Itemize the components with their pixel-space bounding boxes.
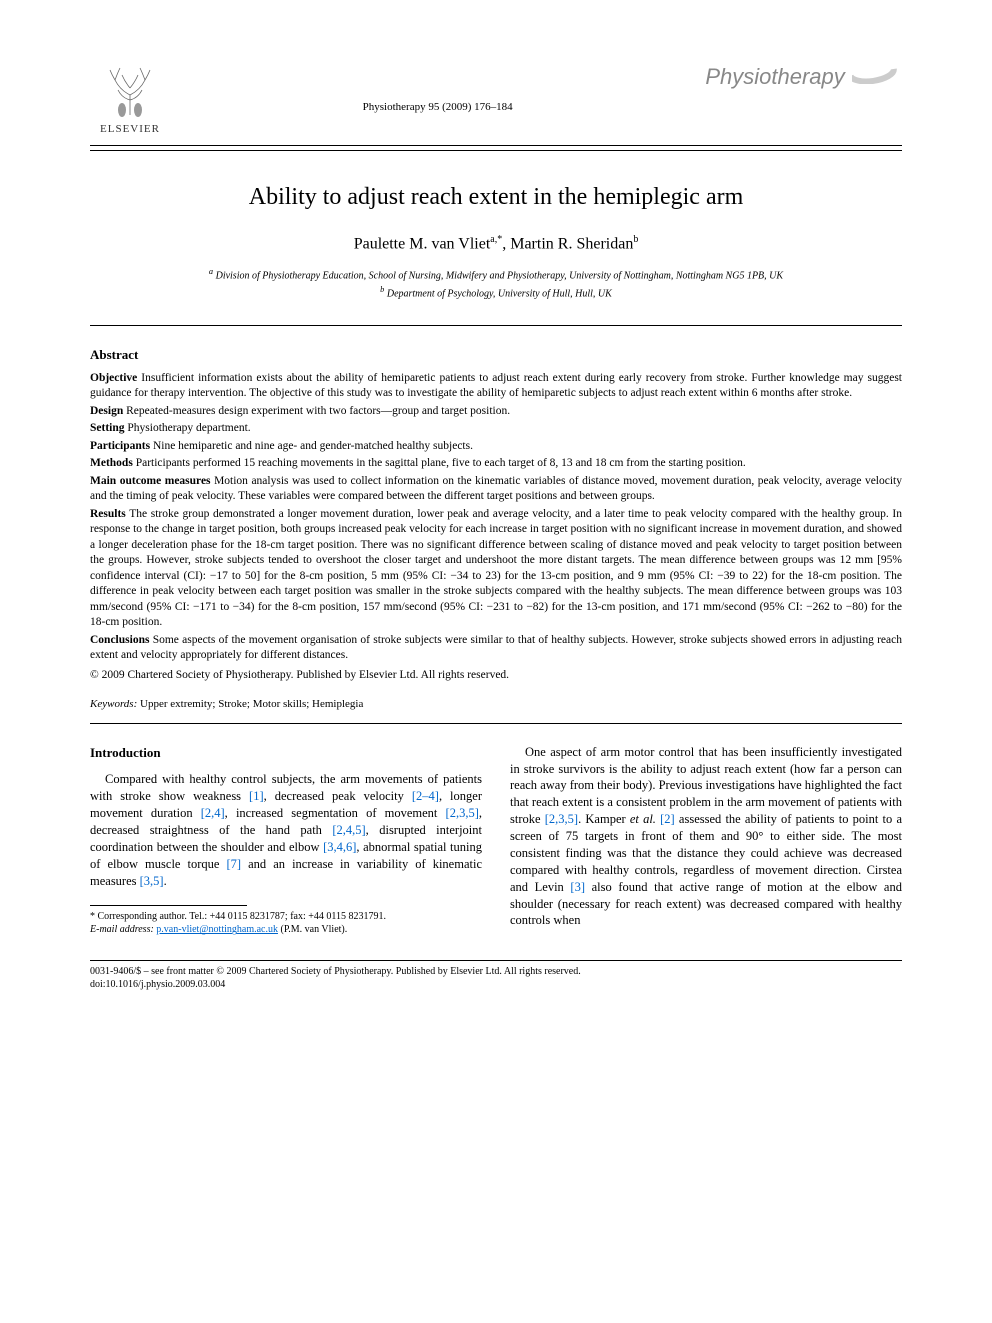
outcomes-text: Motion analysis was used to collect info… <box>90 475 902 503</box>
abstract-body: Objective Insufficient information exist… <box>90 371 902 684</box>
affiliation-b: b Department of Psychology, University o… <box>90 284 902 301</box>
affiliations: a Division of Physiotherapy Education, S… <box>90 266 902 302</box>
ref-link[interactable]: [2,3,5] <box>545 812 578 826</box>
results-text: The stroke group demonstrated a longer m… <box>90 508 902 629</box>
ref-link[interactable]: [2,4] <box>201 806 225 820</box>
design-text: Repeated-measures design experiment with… <box>123 405 510 417</box>
conclusions-text: Some aspects of the movement organisatio… <box>90 634 902 662</box>
header-rule-2 <box>90 150 902 151</box>
introduction-heading: Introduction <box>90 744 482 762</box>
ref-link[interactable]: [3,4,6] <box>323 840 356 854</box>
ref-link[interactable]: [2–4] <box>412 789 439 803</box>
publisher-name: ELSEVIER <box>100 122 160 137</box>
page-footer: 0031-9406/$ – see front matter © 2009 Ch… <box>90 960 902 991</box>
email-link[interactable]: p.van-vliet@nottingham.ac.uk <box>156 924 278 935</box>
elsevier-tree-icon <box>100 60 160 120</box>
corresponding-author-footnote: * Corresponding author. Tel.: +44 0115 8… <box>90 910 482 936</box>
objective-label: Objective <box>90 372 137 384</box>
intro-para-2: One aspect of arm motor control that has… <box>510 744 902 930</box>
abstract-heading: Abstract <box>90 346 902 364</box>
ref-link[interactable]: [2] <box>656 812 675 826</box>
objective-text: Insufficient information exists about th… <box>90 372 902 400</box>
author-2: , Martin R. Sheridan <box>502 235 633 252</box>
corr-author-contact: * Corresponding author. Tel.: +44 0115 8… <box>90 910 482 923</box>
ref-link[interactable]: [1] <box>249 789 264 803</box>
swoosh-icon <box>852 60 902 89</box>
header-rule-1 <box>90 145 902 146</box>
conclusions-label: Conclusions <box>90 634 149 646</box>
keywords-text: Upper extremity; Stroke; Motor skills; H… <box>137 698 363 710</box>
affiliation-a: a Division of Physiotherapy Education, S… <box>90 266 902 283</box>
ref-link[interactable]: [2,3,5] <box>446 806 479 820</box>
footer-doi: doi:10.1016/j.physio.2009.03.004 <box>90 978 902 991</box>
setting-label: Setting <box>90 422 125 434</box>
methods-text: Participants performed 15 reaching movem… <box>133 457 746 469</box>
abstract-section: Abstract Objective Insufficient informat… <box>90 346 902 712</box>
intro-para-1: Compared with healthy control subjects, … <box>90 771 482 889</box>
author-1: Paulette M. van Vliet <box>354 235 491 252</box>
authors: Paulette M. van Vlieta,*, Martin R. Sher… <box>90 233 902 256</box>
footer-copyright: 0031-9406/$ – see front matter © 2009 Ch… <box>90 965 902 978</box>
methods-label: Methods <box>90 457 133 469</box>
email-suffix: (P.M. van Vliet). <box>278 924 347 935</box>
copyright: © 2009 Chartered Society of Physiotherap… <box>90 668 902 684</box>
setting-text: Physiotherapy department. <box>125 422 251 434</box>
journal-reference: Physiotherapy 95 (2009) 176–184 <box>170 60 705 115</box>
ref-link[interactable]: [3,5] <box>140 874 164 888</box>
keywords: Keywords: Upper extremity; Stroke; Motor… <box>90 697 902 712</box>
author-2-affil: b <box>633 234 638 245</box>
participants-text: Nine hemiparetic and nine age- and gende… <box>150 440 473 452</box>
introduction-section: Introduction Compared with healthy contr… <box>90 744 902 937</box>
ref-link[interactable]: [3] <box>570 880 585 894</box>
journal-name: Physiotherapy <box>705 62 844 93</box>
ref-link[interactable]: [7] <box>227 857 242 871</box>
email-label: E-mail address: <box>90 924 154 935</box>
abstract-rule-top <box>90 325 902 326</box>
footnote-separator <box>90 905 247 906</box>
design-label: Design <box>90 405 123 417</box>
ref-link[interactable]: [2,4,5] <box>332 823 365 837</box>
results-label: Results <box>90 508 126 520</box>
outcomes-label: Main outcome measures <box>90 475 211 487</box>
abstract-rule-bottom <box>90 723 902 724</box>
participants-label: Participants <box>90 440 150 452</box>
article-title: Ability to adjust reach extent in the he… <box>90 181 902 215</box>
journal-logo: Physiotherapy <box>705 60 902 93</box>
keywords-label: Keywords: <box>90 698 137 710</box>
page-header: ELSEVIER Physiotherapy 95 (2009) 176–184… <box>90 60 902 137</box>
publisher-logo: ELSEVIER <box>90 60 170 137</box>
